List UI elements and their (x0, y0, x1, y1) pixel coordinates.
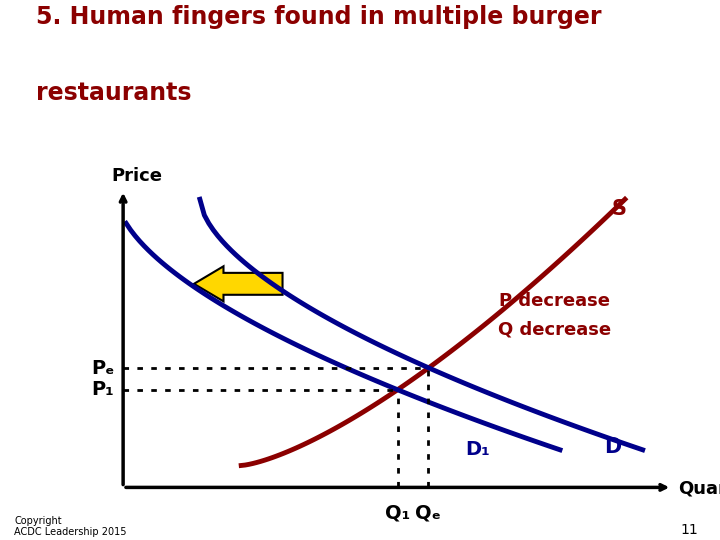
Text: Quantity: Quantity (678, 480, 720, 498)
Text: P decrease
Q decrease: P decrease Q decrease (498, 292, 611, 339)
Text: Pₑ: Pₑ (91, 359, 114, 377)
Text: Q₁: Q₁ (385, 503, 410, 522)
Text: D: D (605, 437, 622, 457)
Text: 11: 11 (680, 523, 698, 537)
Text: restaurants: restaurants (36, 81, 192, 105)
Text: 5. Human fingers found in multiple burger: 5. Human fingers found in multiple burge… (36, 5, 601, 29)
Text: P₁: P₁ (91, 380, 114, 399)
Text: D₁: D₁ (465, 440, 490, 460)
Text: Qₑ: Qₑ (415, 503, 441, 522)
FancyArrow shape (194, 266, 282, 301)
Text: S: S (611, 199, 626, 219)
Text: Price: Price (112, 167, 162, 185)
Text: Copyright
ACDC Leadership 2015: Copyright ACDC Leadership 2015 (14, 516, 127, 537)
